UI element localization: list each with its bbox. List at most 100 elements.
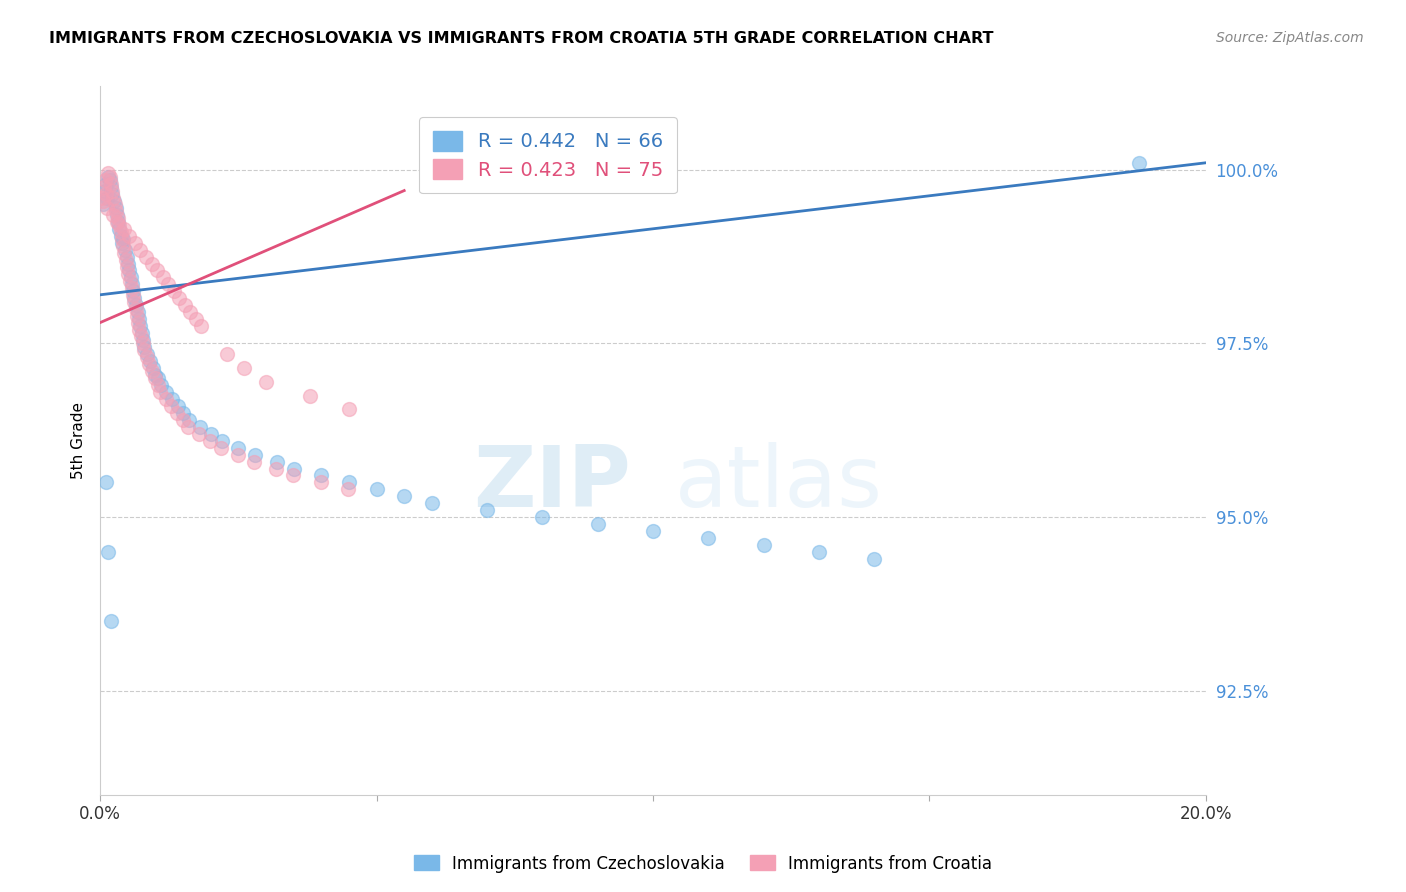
Point <box>94 173 117 187</box>
Point <box>807 545 830 559</box>
Point <box>142 360 165 375</box>
Point <box>863 551 886 566</box>
Point <box>97 545 120 559</box>
Point <box>97 169 120 184</box>
Point <box>141 256 163 270</box>
Point <box>127 316 149 330</box>
Point <box>160 392 183 406</box>
Text: IMMIGRANTS FROM CZECHOSLOVAKIA VS IMMIGRANTS FROM CROATIA 5TH GRADE CORRELATION : IMMIGRANTS FROM CZECHOSLOVAKIA VS IMMIGR… <box>49 31 994 46</box>
Point <box>283 461 305 475</box>
Point <box>91 190 114 204</box>
Point <box>172 413 194 427</box>
Point <box>145 368 167 382</box>
Point <box>134 340 156 354</box>
Point <box>198 434 221 448</box>
Point <box>105 204 128 219</box>
Point <box>143 371 166 385</box>
Point <box>103 194 125 208</box>
Point <box>101 208 124 222</box>
Point <box>118 263 141 277</box>
Point <box>155 385 177 400</box>
Point <box>152 270 174 285</box>
Point <box>697 531 720 545</box>
Point <box>128 312 150 326</box>
Point <box>93 180 115 194</box>
Point <box>166 399 188 413</box>
Point <box>209 441 232 455</box>
Point <box>228 441 250 455</box>
Point <box>139 353 162 368</box>
Y-axis label: 5th Grade: 5th Grade <box>72 402 86 479</box>
Point <box>157 277 180 292</box>
Point <box>309 475 332 490</box>
Point <box>121 287 143 301</box>
Point <box>132 333 155 347</box>
Point <box>105 208 128 222</box>
Point <box>97 166 120 180</box>
Point <box>100 180 122 194</box>
Point <box>173 298 195 312</box>
Point <box>111 239 134 253</box>
Point <box>337 402 360 417</box>
Point <box>124 291 146 305</box>
Point <box>127 305 149 319</box>
Point <box>108 219 131 233</box>
Point <box>100 615 122 629</box>
Point <box>136 347 159 361</box>
Point <box>93 194 115 208</box>
Point <box>118 228 141 243</box>
Point <box>177 413 200 427</box>
Point <box>190 319 212 334</box>
Point <box>110 225 132 239</box>
Point <box>1128 155 1150 169</box>
Point <box>166 406 188 420</box>
Point <box>420 496 443 510</box>
Text: ZIP: ZIP <box>472 442 631 524</box>
Point <box>243 448 266 462</box>
Point <box>104 201 127 215</box>
Point <box>101 187 124 202</box>
Point <box>149 378 172 392</box>
Text: Source: ZipAtlas.com: Source: ZipAtlas.com <box>1216 31 1364 45</box>
Point <box>122 294 145 309</box>
Point <box>135 351 157 365</box>
Point <box>96 201 118 215</box>
Point <box>266 461 288 475</box>
Point <box>188 419 211 434</box>
Legend: Immigrants from Czechoslovakia, Immigrants from Croatia: Immigrants from Czechoslovakia, Immigran… <box>408 848 998 880</box>
Point <box>309 468 332 483</box>
Point <box>586 517 609 532</box>
Point <box>337 475 360 490</box>
Point <box>100 184 122 198</box>
Point <box>107 215 129 229</box>
Point <box>752 538 775 552</box>
Point <box>135 250 157 264</box>
Point <box>104 197 127 211</box>
Point <box>100 177 122 191</box>
Point <box>117 267 139 281</box>
Point <box>188 426 211 441</box>
Point <box>179 305 201 319</box>
Point <box>112 232 135 246</box>
Point <box>148 371 170 385</box>
Point <box>121 281 143 295</box>
Point <box>91 197 114 211</box>
Point <box>96 190 118 204</box>
Point <box>117 256 139 270</box>
Point <box>217 347 239 361</box>
Point <box>392 489 415 503</box>
Point <box>131 336 153 351</box>
Point <box>531 510 554 524</box>
Point <box>131 326 153 340</box>
Point <box>200 426 222 441</box>
Point <box>149 385 172 400</box>
Point <box>125 298 148 312</box>
Point <box>128 322 150 336</box>
Point <box>211 434 233 448</box>
Point <box>96 187 118 202</box>
Point <box>121 277 143 292</box>
Point <box>120 270 142 285</box>
Point <box>111 235 134 250</box>
Point <box>366 483 388 497</box>
Point <box>115 250 138 264</box>
